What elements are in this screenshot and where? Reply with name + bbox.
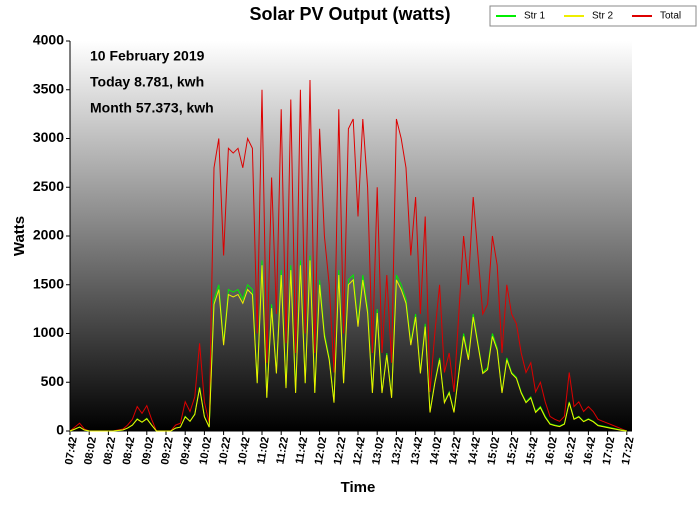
x-tick-label: 14:22 [447, 436, 464, 466]
x-tick-label: 11:42 [294, 436, 311, 465]
y-tick-label: 0 [56, 422, 64, 438]
x-tick-label: 17:02 [601, 436, 618, 466]
x-tick-label: 14:02 [428, 436, 445, 466]
x-tick-label: 10:22 [217, 436, 234, 466]
y-tick-label: 1000 [33, 324, 64, 340]
annotation: Today 8.781, kwh [90, 74, 204, 90]
x-tick-label: 13:02 [370, 436, 387, 466]
x-tick-label: 07:42 [63, 436, 80, 466]
x-tick-label: 11:02 [255, 436, 272, 465]
x-axis-label: Time [341, 479, 376, 496]
chart-title: Solar PV Output (watts) [249, 4, 450, 24]
y-tick-label: 3500 [33, 80, 64, 96]
x-tick-label: 09:42 [178, 436, 195, 466]
plot-area [70, 41, 632, 431]
legend-label: Str 2 [592, 11, 614, 22]
x-tick-label: 13:42 [409, 436, 426, 466]
x-tick-label: 13:22 [390, 436, 407, 466]
x-tick-label: 16:42 [582, 436, 599, 466]
series-line [69, 260, 627, 432]
x-tick-label: 12:02 [313, 436, 330, 466]
x-tick-label: 08:02 [82, 436, 99, 466]
x-tick-label: 09:22 [159, 436, 176, 466]
x-tick-label: 08:22 [102, 436, 119, 466]
legend-label: Str 1 [524, 11, 546, 22]
x-tick-label: 15:42 [524, 436, 541, 466]
y-tick-label: 1500 [33, 275, 64, 291]
x-tick-label: 16:22 [562, 436, 579, 466]
x-tick-label: 12:22 [332, 436, 349, 466]
y-tick-label: 500 [41, 373, 65, 389]
x-tick-label: 10:02 [198, 436, 215, 466]
x-tick-label: 10:42 [236, 436, 253, 466]
annotation: Month 57.373, kwh [90, 100, 214, 116]
y-axis-label: Watts [11, 216, 28, 256]
x-tick-label: 14:42 [466, 436, 483, 466]
x-tick-label: 15:22 [505, 436, 522, 466]
y-tick-label: 4000 [33, 32, 64, 48]
legend-label: Total [660, 11, 681, 22]
x-tick-label: 15:02 [486, 436, 503, 466]
x-tick-label: 16:02 [543, 436, 560, 466]
x-tick-label: 17:22 [620, 436, 637, 466]
x-tick-label: 12:42 [351, 436, 368, 466]
legend [489, 5, 697, 27]
annotation: 10 February 2019 [90, 48, 205, 64]
x-tick-label: 11:22 [274, 436, 291, 465]
x-tick-label: 08:42 [121, 436, 138, 466]
x-tick-label: 09:02 [140, 436, 157, 466]
y-tick-label: 3000 [33, 129, 64, 145]
y-tick-label: 2500 [33, 178, 64, 194]
y-tick-label: 2000 [33, 227, 64, 243]
